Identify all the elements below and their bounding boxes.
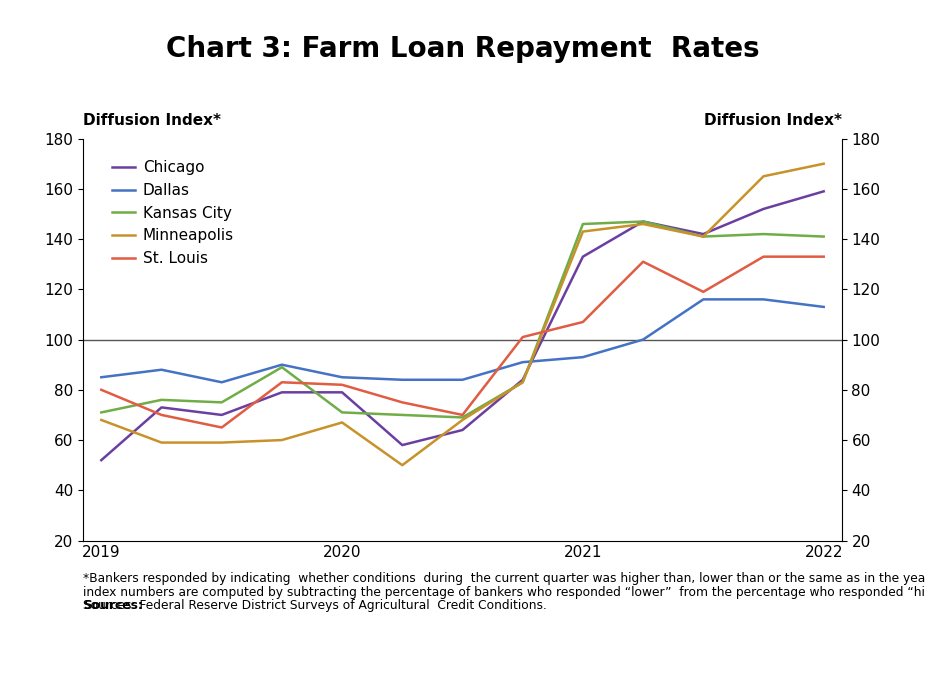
Minneapolis xyxy=(517,378,528,387)
Chicago xyxy=(457,426,468,434)
Minneapolis xyxy=(637,220,648,228)
Minneapolis xyxy=(397,461,408,469)
Chicago xyxy=(517,376,528,384)
Line: St. Louis: St. Louis xyxy=(102,256,823,428)
St. Louis xyxy=(156,411,167,419)
Text: Sources:: Sources: xyxy=(83,599,143,613)
Chicago xyxy=(96,456,107,464)
Chicago xyxy=(397,441,408,449)
Text: *Bankers responded by indicating  whether conditions  during  the current quarte: *Bankers responded by indicating whether… xyxy=(83,572,925,585)
Legend: Chicago, Dallas, Kansas City, Minneapolis, St. Louis: Chicago, Dallas, Kansas City, Minneapoli… xyxy=(106,155,240,272)
St. Louis xyxy=(337,380,348,389)
Text: index numbers are computed by subtracting the percentage of bankers who responde: index numbers are computed by subtractin… xyxy=(83,586,925,599)
Minneapolis xyxy=(697,232,709,240)
Line: Dallas: Dallas xyxy=(102,299,823,383)
Chicago xyxy=(637,218,648,226)
Line: Kansas City: Kansas City xyxy=(102,222,823,417)
St. Louis xyxy=(697,288,709,296)
Chicago xyxy=(216,411,228,419)
Text: Diffusion Index*: Diffusion Index* xyxy=(704,113,842,128)
Text: Sources: Federal Reserve District Surveys of Agricultural  Credit Conditions.: Sources: Federal Reserve District Survey… xyxy=(83,599,547,613)
Dallas xyxy=(457,376,468,384)
Dallas xyxy=(277,360,288,369)
Kansas City xyxy=(216,398,228,407)
Kansas City xyxy=(156,396,167,404)
St. Louis xyxy=(758,252,769,261)
St. Louis xyxy=(818,252,829,261)
Dallas xyxy=(637,335,648,344)
Dallas xyxy=(96,373,107,381)
St. Louis xyxy=(216,423,228,432)
Minneapolis xyxy=(758,172,769,180)
Text: Diffusion Index*: Diffusion Index* xyxy=(83,113,221,128)
Kansas City xyxy=(818,232,829,240)
St. Louis xyxy=(577,318,588,326)
Line: Minneapolis: Minneapolis xyxy=(102,164,823,465)
St. Louis xyxy=(96,385,107,394)
Dallas xyxy=(577,353,588,361)
Minneapolis xyxy=(337,419,348,427)
Chicago xyxy=(758,205,769,213)
Kansas City xyxy=(697,232,709,240)
Minneapolis xyxy=(577,227,588,236)
Kansas City xyxy=(577,220,588,228)
Kansas City xyxy=(758,230,769,238)
Kansas City xyxy=(96,408,107,416)
Kansas City xyxy=(397,411,408,419)
Chicago xyxy=(277,388,288,396)
Kansas City xyxy=(277,363,288,371)
Minneapolis xyxy=(277,436,288,444)
Dallas xyxy=(697,295,709,304)
Dallas xyxy=(337,373,348,381)
Chicago xyxy=(337,388,348,396)
Dallas xyxy=(818,303,829,311)
Line: Chicago: Chicago xyxy=(102,191,823,460)
Dallas xyxy=(758,295,769,304)
Minneapolis xyxy=(216,439,228,447)
Dallas xyxy=(156,366,167,374)
Kansas City xyxy=(637,218,648,226)
Kansas City xyxy=(457,413,468,421)
St. Louis xyxy=(457,411,468,419)
St. Louis xyxy=(517,333,528,341)
Minneapolis xyxy=(457,416,468,424)
Kansas City xyxy=(517,378,528,387)
Chicago xyxy=(818,187,829,195)
Chicago xyxy=(577,252,588,261)
St. Louis xyxy=(277,378,288,387)
Dallas xyxy=(517,358,528,367)
Chicago xyxy=(697,230,709,238)
Kansas City xyxy=(337,408,348,416)
Minneapolis xyxy=(96,416,107,424)
St. Louis xyxy=(397,398,408,407)
Chicago xyxy=(156,403,167,412)
Minneapolis xyxy=(156,439,167,447)
Minneapolis xyxy=(818,159,829,168)
St. Louis xyxy=(637,258,648,266)
Dallas xyxy=(216,378,228,387)
Text: Chart 3: Farm Loan Repayment  Rates: Chart 3: Farm Loan Repayment Rates xyxy=(166,35,759,62)
Dallas xyxy=(397,376,408,384)
